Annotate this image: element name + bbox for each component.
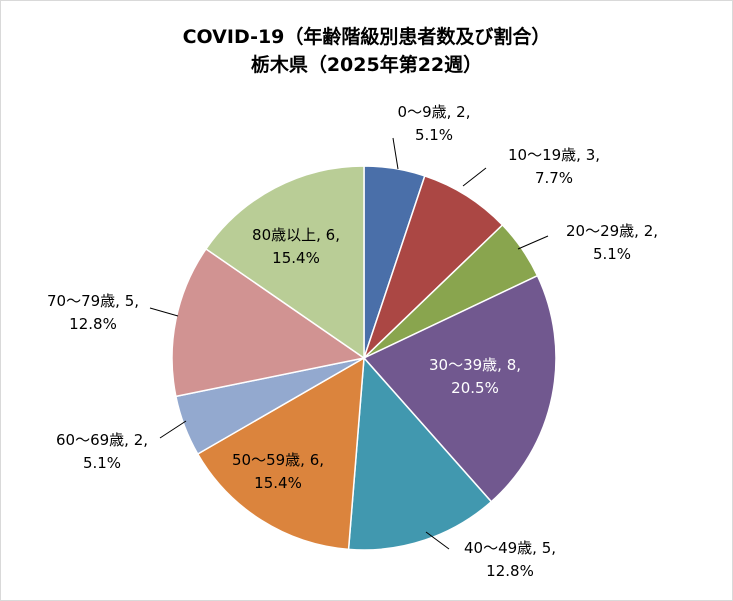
pie-slice [171,247,366,398]
data-label-category-value: 10～19歳, 3, [508,146,600,164]
data-label-category-value: 80歳以上, 6, [252,226,340,244]
data-label: 0～9歳, 2, 5.1% [398,103,471,144]
data-label: 70～79歳, 5, 12.8% [47,292,139,333]
data-labels: 0～9歳, 2, 5.1% 10～19歳, 3, 7.7% 20～29歳, 2, 5.1%… [47,103,658,580]
data-label-category-value: 50～59歳, 6, [232,451,324,469]
data-label-category-value: 20～29歳, 2, [566,222,658,240]
data-label: 60～69歳, 2, 5.1% [56,431,148,472]
leader-line [462,167,487,187]
leader-lines [149,137,549,550]
data-label-category-value: 70～79歳, 5, [47,292,139,310]
data-label-percent: 5.1% [83,454,121,472]
data-label-percent: 7.7% [535,169,573,187]
data-label-percent: 20.5% [451,379,499,397]
pie-slice [196,356,365,551]
data-label-percent: 5.1% [415,126,453,144]
data-label-percent: 12.8% [69,315,117,333]
data-label-percent: 15.4% [254,474,302,492]
leader-line [149,307,179,317]
data-label: 80歳以上, 6, 15.4% [252,226,340,267]
data-label-category-value: 60～69歳, 2, [56,431,148,449]
pie-slices [171,165,557,551]
data-label-category-value: 30～39歳, 8, [429,356,521,374]
data-label: 40～49歳, 5, 12.8% [464,539,556,580]
data-label-category-value: 0～9歳, 2, [398,103,471,121]
data-label-category-value: 40～49歳, 5, [464,539,556,557]
pie-slice [204,165,365,360]
data-label: 30～39歳, 8, 20.5% [429,356,521,397]
leader-line [425,531,450,550]
data-label: 10～19歳, 3, 7.7% [508,146,600,187]
pie-slice [347,356,493,551]
chart-title-line-2: 栃木県（2025年第22週） [250,54,483,76]
data-label-percent: 15.4% [272,249,320,267]
data-label: 50～59歳, 6, 15.4% [232,451,324,492]
data-label: 20～29歳, 2, 5.1% [566,222,658,263]
pie-slice [362,274,557,503]
leader-line [159,420,187,439]
pie-slice [363,174,504,359]
leader-line [517,235,549,250]
data-label-percent: 5.1% [593,245,631,263]
chart-title-line-1: COVID-19（年齢階級別患者数及び割合） [182,26,551,48]
leader-line [392,137,399,170]
data-label-percent: 12.8% [486,562,534,580]
